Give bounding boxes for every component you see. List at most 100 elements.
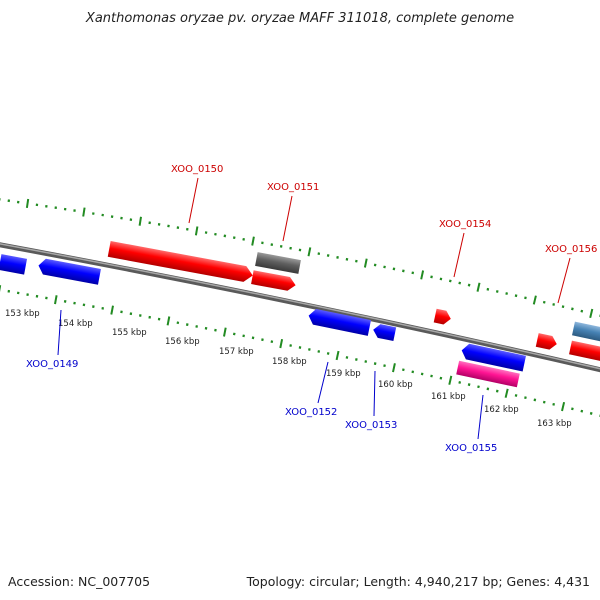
ruler-label: 160 kbp [378, 380, 413, 390]
ruler-label: 162 kbp [484, 405, 519, 415]
gene-label-xoo-0151[interactable]: XOO_0151 [267, 182, 319, 193]
gene-arrow-xoo-0149[interactable] [37, 258, 101, 285]
major-tick [476, 282, 481, 292]
minor-tick [373, 263, 377, 267]
minor-tick [185, 323, 189, 327]
ruler-label: 153 kbp [5, 309, 40, 319]
ruler-label: 163 kbp [537, 419, 572, 429]
minor-tick [383, 265, 386, 269]
minor-tick [402, 269, 405, 273]
minor-tick [430, 374, 433, 378]
gene-arrow[interactable] [572, 321, 600, 345]
minor-tick [223, 234, 227, 238]
upper-tick-track [0, 198, 600, 319]
minor-tick [364, 360, 368, 363]
minor-tick [73, 301, 76, 305]
minor-tick [204, 326, 208, 330]
genome-summary: Topology: circular; Length: 4,940,217 bp… [246, 574, 590, 589]
minor-tick [524, 296, 527, 300]
gene-label-leader [477, 394, 484, 440]
major-tick [138, 216, 142, 226]
ruler-label: 157 kbp [219, 347, 254, 357]
gene-arrow-xoo-0155-pink[interactable] [456, 360, 520, 388]
minor-tick [495, 389, 499, 393]
ruler-label: 158 kbp [272, 357, 307, 367]
major-tick [532, 295, 537, 305]
gene-labels: XOO_0149 XOO_0150 XOO_0151 XOO_0152 XOO_0153… [26, 164, 597, 454]
major-tick [54, 295, 58, 305]
gene-arrow-xoo-0151[interactable] [251, 270, 297, 292]
minor-tick [486, 387, 490, 391]
gene-arrow[interactable] [0, 254, 28, 275]
minor-tick [383, 364, 386, 368]
gene-label-xoo-0154[interactable]: XOO_0154 [439, 219, 491, 230]
minor-tick [411, 271, 415, 275]
gene-label-xoo-0152[interactable]: XOO_0152 [285, 407, 337, 418]
minor-tick [242, 334, 245, 338]
gene-arrow-xoo-0155[interactable] [460, 343, 526, 372]
gene-label-leader [453, 232, 465, 278]
gene-label-xoo-0150[interactable]: XOO_0150 [171, 164, 223, 175]
genome-backbone [0, 242, 600, 373]
gene-label-leader [557, 257, 571, 304]
minor-tick [580, 409, 584, 413]
major-tick [420, 270, 425, 280]
minor-tick [289, 344, 292, 347]
minor-tick [467, 383, 471, 387]
ruler-label: 155 kbp [112, 328, 147, 338]
minor-tick [176, 321, 180, 325]
minor-tick [458, 281, 462, 285]
ruler-label: 159 kbp [326, 369, 361, 379]
major-tick [589, 308, 594, 319]
minor-tick [345, 257, 349, 261]
minor-tick [402, 368, 405, 372]
minor-tick [336, 255, 339, 259]
ruler-label: 156 kbp [165, 337, 200, 347]
major-tick [25, 198, 30, 209]
gene-arrow-xoo-0151-grey[interactable] [255, 252, 301, 274]
minor-tick [345, 356, 349, 359]
major-tick [504, 388, 509, 398]
minor-tick [411, 370, 415, 374]
minor-tick [477, 385, 480, 389]
minor-tick [251, 336, 255, 340]
minor-tick [317, 350, 321, 353]
gene-label-leader [188, 177, 199, 224]
minor-tick [420, 372, 424, 376]
gene-label-xoo-0149[interactable]: XOO_0149 [26, 359, 78, 370]
gene-arrow-xoo-0156[interactable] [535, 333, 558, 351]
minor-tick [571, 407, 574, 411]
gene-label-xoo-0155[interactable]: XOO_0155 [445, 443, 497, 454]
gene-arrow-xoo-0153[interactable] [372, 323, 397, 342]
minor-tick [430, 275, 433, 279]
minor-tick [552, 402, 555, 406]
minor-tick [542, 400, 546, 404]
gene-label-leader [317, 361, 329, 404]
minor-tick [486, 287, 490, 291]
ruler-label: 154 kbp [58, 319, 93, 329]
major-tick [307, 247, 312, 257]
major-tick [561, 401, 566, 412]
lower-tick-track [0, 285, 600, 417]
gene-label-xoo-0156[interactable]: XOO_0156 [545, 244, 597, 255]
minor-tick [561, 305, 565, 309]
minor-tick [533, 398, 537, 402]
minor-tick [232, 332, 236, 336]
major-tick [166, 316, 171, 326]
minor-tick [214, 328, 217, 332]
minor-tick [82, 303, 86, 307]
minor-tick [458, 381, 462, 384]
minor-tick [439, 277, 443, 281]
gene-arrow-xoo-0152[interactable] [307, 308, 371, 336]
gene-arrow-xoo-0150[interactable] [107, 241, 254, 283]
major-tick [82, 207, 86, 217]
minor-tick [392, 267, 396, 271]
gene-arrow-xoo-0154[interactable] [433, 308, 453, 326]
minor-tick [552, 303, 555, 306]
gene-arrow[interactable] [569, 340, 600, 364]
major-tick [223, 327, 227, 337]
minor-tick [439, 376, 443, 380]
accession-text: Accession: NC_007705 [8, 574, 151, 589]
gene-label-xoo-0153[interactable]: XOO_0153 [345, 420, 397, 431]
